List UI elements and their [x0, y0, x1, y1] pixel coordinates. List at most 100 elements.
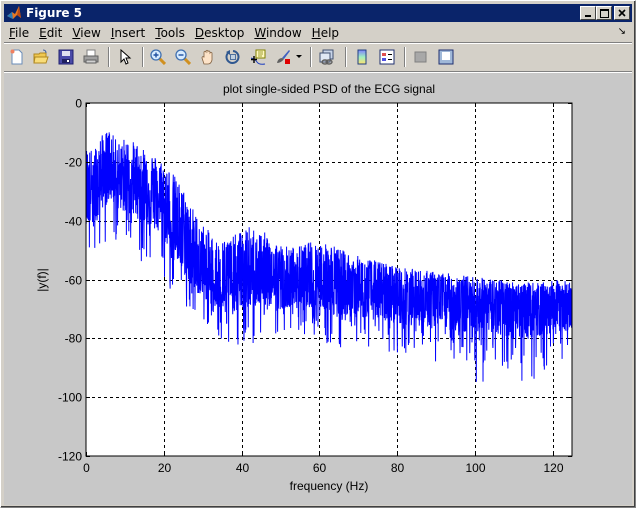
chart-title: plot single-sided PSD of the ECG signal — [223, 82, 435, 96]
open-file-button[interactable] — [30, 46, 52, 68]
menu-separator — [4, 42, 632, 44]
menu-file-label: ile — [15, 25, 30, 40]
menu-file-mnemonic: F — [9, 25, 16, 40]
y-tick-label: 0 — [75, 97, 82, 111]
x-tick-label: 100 — [465, 461, 485, 475]
y-tick-label: -100 — [58, 391, 82, 405]
print-figure-button[interactable] — [80, 46, 102, 68]
x-tick-label: 40 — [236, 461, 250, 475]
title-bar[interactable]: Figure 5 — [4, 4, 632, 22]
hide-tools-icon — [414, 51, 427, 63]
data-cursor-icon — [250, 49, 266, 65]
toolbar-separator — [142, 47, 144, 67]
folder-open-icon — [33, 49, 49, 64]
menu-edit-label: dit — [46, 25, 63, 40]
data-cursor-button[interactable] — [247, 46, 269, 68]
y-tick-label: -80 — [65, 332, 83, 346]
legend-icon — [379, 49, 395, 65]
maximize-button[interactable] — [596, 6, 612, 20]
figure-toolbar — [4, 44, 632, 70]
insert-legend-button[interactable] — [376, 46, 398, 68]
y-axis-label: |y(f)| — [35, 268, 49, 292]
zoom-out-button[interactable] — [172, 46, 194, 68]
menu-help[interactable]: Help — [307, 26, 344, 40]
y-tick-label: -60 — [65, 274, 83, 288]
menu-desktop-mnemonic: D — [194, 25, 205, 40]
toolbar-bottom-separator — [4, 71, 632, 73]
printer-icon — [83, 49, 99, 64]
dock-figure-icon[interactable]: ↘ — [617, 26, 626, 37]
axis-ticks: 0 20 40 60 80 100 120 0 -20 -40 -60 -80 -100 -120 — [58, 97, 572, 475]
menu-view-mnemonic: V — [72, 25, 81, 40]
new-file-icon — [10, 49, 23, 65]
close-button[interactable] — [614, 6, 630, 20]
save-figure-button[interactable] — [55, 46, 77, 68]
menu-window[interactable]: Window — [249, 26, 306, 40]
psd-line — [86, 132, 572, 382]
insert-colorbar-button[interactable] — [351, 46, 373, 68]
menu-view-label: iew — [80, 25, 101, 40]
window-title: Figure 5 — [26, 6, 83, 20]
menu-file[interactable]: File — [4, 26, 34, 40]
rotate-3d-button[interactable] — [222, 46, 244, 68]
brush-icon — [277, 50, 290, 64]
brush-dropdown-button[interactable] — [294, 46, 304, 68]
menu-bar: File Edit View Insert Tools Desktop Wind… — [4, 23, 632, 42]
colorbar-icon — [357, 49, 367, 65]
menu-insert[interactable]: Insert — [106, 26, 150, 40]
y-tick-label: -20 — [65, 156, 83, 170]
menu-insert-label: nsert — [114, 25, 146, 40]
menu-insert-mnemonic: I — [110, 25, 115, 40]
dropdown-triangle-icon — [296, 55, 302, 58]
toolbar-separator — [404, 47, 406, 67]
close-icon — [618, 9, 626, 17]
pointer-arrow-icon — [120, 49, 132, 65]
x-tick-label: 80 — [391, 461, 405, 475]
maximize-icon — [600, 9, 609, 18]
edit-plot-button[interactable] — [114, 46, 136, 68]
minimize-button[interactable] — [580, 6, 596, 20]
brush-button[interactable] — [272, 46, 294, 68]
link-plot-button[interactable] — [316, 46, 338, 68]
toolbar-separator — [108, 47, 110, 67]
x-tick-label: 0 — [83, 461, 90, 475]
menu-help-mnemonic: H — [311, 25, 321, 40]
menu-view[interactable]: View — [67, 26, 105, 40]
minimize-icon — [585, 15, 591, 17]
menu-desktop[interactable]: Desktop — [190, 26, 250, 40]
show-plot-tools-button[interactable] — [435, 46, 457, 68]
menu-help-label: elp — [320, 25, 340, 40]
toolbar-separator — [310, 47, 312, 67]
y-tick-label: -120 — [58, 450, 82, 464]
zoom-in-button[interactable] — [147, 46, 169, 68]
rotate-icon — [225, 50, 240, 64]
link-plot-icon — [319, 49, 334, 65]
matlab-logo-icon — [7, 6, 21, 19]
x-tick-label: 20 — [158, 461, 172, 475]
hide-plot-tools-button[interactable] — [410, 46, 432, 68]
menu-desktop-label: esktop — [204, 25, 245, 40]
show-tools-icon — [438, 49, 454, 65]
x-axis-label: frequency (Hz) — [290, 479, 369, 493]
y-tick-label: -40 — [65, 215, 83, 229]
menu-window-mnemonic: W — [254, 25, 266, 40]
menu-tools-label: ools — [160, 25, 185, 40]
x-tick-label: 120 — [543, 461, 563, 475]
axes-frame — [85, 102, 573, 457]
menu-edit[interactable]: Edit — [34, 26, 67, 40]
menu-window-label: indow — [265, 25, 302, 40]
save-disk-icon — [58, 49, 74, 65]
toolbar-separator — [345, 47, 347, 67]
pan-button[interactable] — [197, 46, 219, 68]
psd-series-path — [86, 132, 572, 382]
menu-tools[interactable]: Tools — [150, 26, 190, 40]
zoom-out-icon — [175, 49, 191, 65]
menu-edit-mnemonic: E — [39, 25, 47, 40]
hand-pan-icon — [201, 49, 213, 65]
new-figure-button[interactable] — [6, 46, 28, 68]
menu-tools-mnemonic: T — [155, 25, 161, 40]
x-tick-label: 60 — [313, 461, 327, 475]
zoom-in-icon — [150, 49, 166, 65]
